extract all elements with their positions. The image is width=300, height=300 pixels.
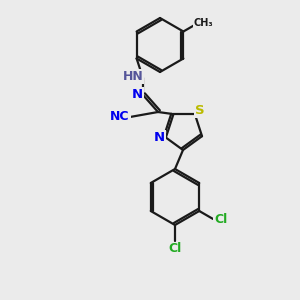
Text: N: N — [153, 131, 164, 144]
Text: N: N — [131, 88, 142, 101]
Text: Cl: Cl — [168, 242, 182, 256]
Text: S: S — [195, 104, 205, 117]
Text: NC: NC — [110, 110, 130, 124]
Text: Cl: Cl — [214, 212, 228, 226]
Text: HN: HN — [123, 70, 143, 83]
Text: CH₃: CH₃ — [194, 19, 213, 28]
